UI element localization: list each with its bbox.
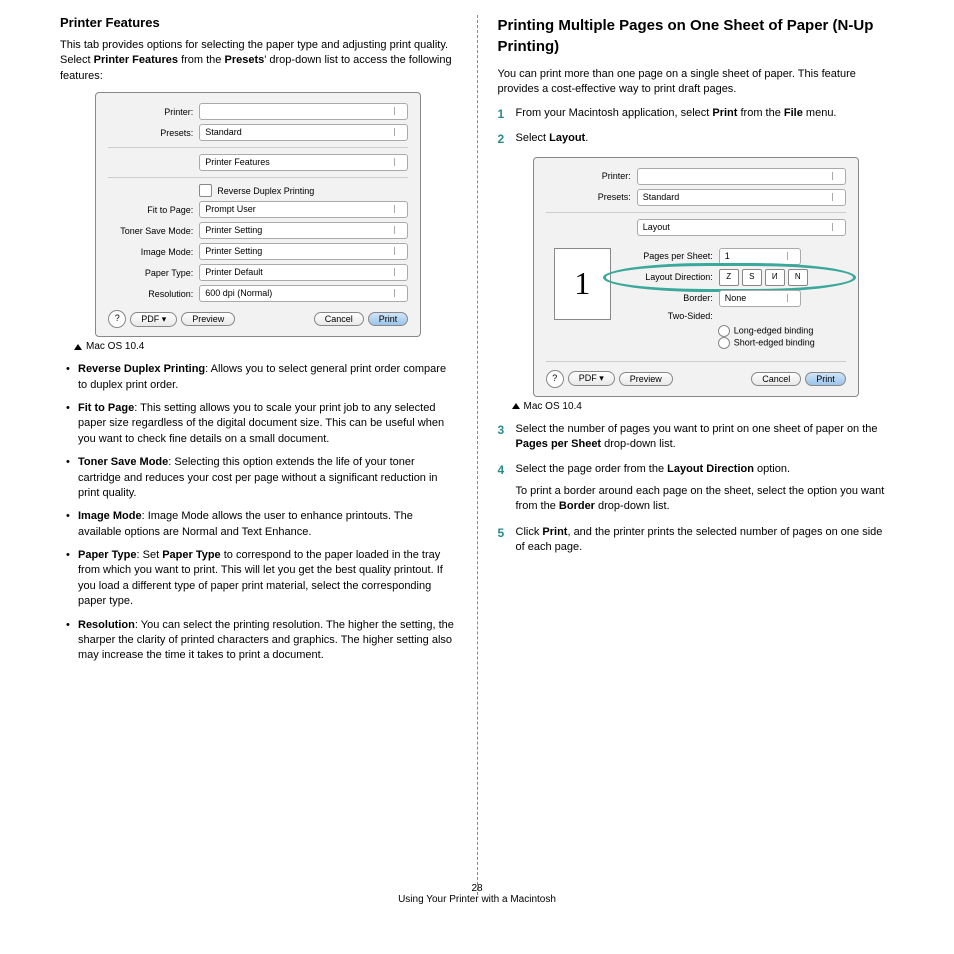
dialog2-caption: Mac OS 10.4 (512, 401, 895, 412)
right-column: Printing Multiple Pages on One Sheet of … (483, 15, 910, 895)
pps-select[interactable]: 1 (719, 248, 801, 265)
paper-select[interactable]: Printer Default (199, 264, 408, 281)
pdf-button[interactable]: PDF ▾ (130, 312, 177, 327)
right-intro: You can print more than one page on a si… (498, 67, 895, 98)
printer-select[interactable] (199, 103, 408, 120)
section-select[interactable]: Printer Features (199, 154, 408, 171)
short-edge-label: Short-edged binding (734, 337, 815, 347)
left-intro: This tab provides options for selecting … (60, 38, 457, 84)
steps-list: From your Macintosh application, select … (498, 106, 895, 147)
footer-title: Using Your Printer with a Macintosh (0, 894, 954, 905)
layout-preview: 1 (554, 248, 611, 320)
step-4: Select the page order from the Layout Di… (516, 462, 895, 514)
direction-icon-4[interactable]: N (788, 269, 808, 286)
fit-select[interactable]: Prompt User (199, 201, 408, 218)
direction-icons: Z S И N (719, 269, 808, 286)
res-label: Resolution: (108, 289, 199, 299)
paper-label: Paper Type: (108, 268, 199, 278)
twosided-label: Two-Sided: (623, 311, 719, 321)
reverse-checkbox[interactable] (199, 184, 212, 197)
image-label: Image Mode: (108, 247, 199, 257)
pdf-button-2[interactable]: PDF ▾ (568, 371, 615, 386)
preview-button[interactable]: Preview (181, 312, 235, 326)
image-select[interactable]: Printer Setting (199, 243, 408, 260)
feature-list: Reverse Duplex Printing: Allows you to s… (60, 362, 457, 664)
print-button[interactable]: Print (368, 312, 409, 326)
page-number: 28 (0, 883, 954, 894)
step-1: From your Macintosh application, select … (516, 106, 895, 121)
border-select[interactable]: None (719, 290, 801, 307)
toner-label: Toner Save Mode: (108, 226, 199, 236)
presets-label: Presets: (108, 128, 199, 138)
direction-icon-1[interactable]: Z (719, 269, 739, 286)
reverse-label: Reverse Duplex Printing (217, 186, 314, 196)
long-edge-label: Long-edged binding (734, 325, 814, 335)
toner-select[interactable]: Printer Setting (199, 222, 408, 239)
presets-select[interactable]: Standard (199, 124, 408, 141)
print-dialog-features: Printer: Presets:Standard Printer Featur… (95, 92, 421, 337)
feature-item: Paper Type: Set Paper Type to correspond… (78, 548, 457, 610)
print-button-2[interactable]: Print (805, 372, 846, 386)
left-heading: Printer Features (60, 15, 457, 30)
help-button[interactable]: ? (108, 310, 126, 328)
res-select[interactable]: 600 dpi (Normal) (199, 285, 408, 302)
page: Printer Features This tab provides optio… (0, 0, 954, 915)
presets-label-2: Presets: (546, 192, 637, 202)
printer-select-2[interactable] (637, 168, 846, 185)
steps-list-cont: Select the number of pages you want to p… (498, 422, 895, 556)
long-edge-radio[interactable] (718, 325, 730, 337)
feature-item: Image Mode: Image Mode allows the user t… (78, 509, 457, 540)
step-3: Select the number of pages you want to p… (516, 422, 895, 453)
fit-label: Fit to Page: (108, 205, 199, 215)
preview-button-2[interactable]: Preview (619, 372, 673, 386)
help-button-2[interactable]: ? (546, 370, 564, 388)
printer-label-2: Printer: (546, 171, 637, 181)
direction-icon-2[interactable]: S (742, 269, 762, 286)
dialog1-caption: Mac OS 10.4 (74, 341, 457, 352)
feature-item: Resolution: You can select the printing … (78, 618, 457, 664)
feature-item: Toner Save Mode: Selecting this option e… (78, 455, 457, 501)
step-2: Select Layout. (516, 131, 895, 146)
left-column: Printer Features This tab provides optio… (45, 15, 472, 895)
direction-label: Layout Direction: (623, 272, 719, 282)
section-select-2[interactable]: Layout (637, 219, 846, 236)
right-heading: Printing Multiple Pages on One Sheet of … (498, 15, 895, 57)
cancel-button[interactable]: Cancel (314, 312, 364, 326)
presets-select-2[interactable]: Standard (637, 189, 846, 206)
cancel-button-2[interactable]: Cancel (751, 372, 801, 386)
feature-item: Reverse Duplex Printing: Allows you to s… (78, 362, 457, 393)
pps-label: Pages per Sheet: (623, 251, 719, 261)
page-footer: 28 Using Your Printer with a Macintosh (0, 883, 954, 905)
short-edge-radio[interactable] (718, 337, 730, 349)
direction-icon-3[interactable]: И (765, 269, 785, 286)
printer-label: Printer: (108, 107, 199, 117)
column-divider (477, 15, 478, 895)
border-label: Border: (623, 293, 719, 303)
print-dialog-layout: Printer: Presets:Standard Layout 1 Pages… (533, 157, 859, 397)
feature-item: Fit to Page: This setting allows you to … (78, 401, 457, 447)
step-5: Click Print, and the printer prints the … (516, 525, 895, 556)
